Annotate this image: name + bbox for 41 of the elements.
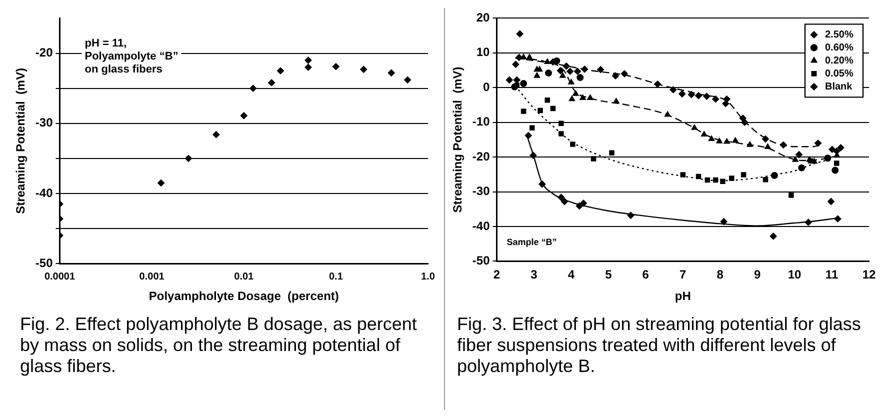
y-tick-label: -30 [472, 184, 490, 198]
text: Fig. 3. Effect of pH on streaming potential for glass fiber suspensions treated with different levels of polyampholyte B. [456, 313, 862, 377]
x-tick-label: 1.0 [421, 271, 436, 282]
text: Fig. 2. Effect polyampholyte B dosage, as percent by mass on solids, on the streaming potential of glass fibers. [19, 313, 418, 377]
y-tick-label: -10 [472, 114, 490, 129]
x-tick-label: 0.0001 [44, 271, 76, 282]
y-tick-label: -50 [472, 254, 490, 268]
y-tick-label: 10 [476, 45, 490, 60]
legend-label: Blank [825, 81, 853, 92]
y-tick-label: -40 [472, 218, 490, 233]
x-tick-label: 11 [825, 268, 838, 282]
x-tick-label: 8 [716, 268, 724, 282]
x-tick-label: 2 [493, 268, 500, 282]
y-tick-label: -50 [35, 256, 54, 270]
y-tick-label: -30 [35, 116, 54, 130]
x-tick-label: 3 [530, 268, 538, 282]
x-tick-label: 7 [680, 268, 687, 282]
x-tick-label: 0.001 [139, 271, 165, 282]
x-tick-label: 10 [788, 268, 802, 282]
x-tick-label: 6 [642, 268, 650, 282]
y-tick-label: -20 [35, 46, 54, 60]
y-tick-label: -20 [472, 149, 490, 164]
y-tick-label: 0 [483, 80, 490, 94]
y-axis-title: Streaming Potential (mV) [14, 68, 28, 214]
annotation: Sample “B” [506, 237, 557, 248]
x-tick-label: 0.01 [234, 271, 254, 282]
y-tick-label: -40 [35, 186, 54, 200]
x-tick-label: 5 [605, 268, 612, 282]
y-tick-label: 20 [476, 10, 490, 25]
legend-label: 0.60% [825, 42, 854, 54]
x-axis-title: Polyampholyte Dosage (percent) [148, 289, 339, 304]
legend-label: 2.50% [825, 29, 854, 40]
y-axis-title: Streaming Potential (mV) [450, 66, 465, 213]
x-tick-label: 0.1 [328, 271, 344, 282]
annotation: pH = 11, Polyampolyte “B” on glass fibers [84, 38, 178, 76]
x-tick-label: 9 [754, 268, 761, 282]
legend-label: 0.20% [825, 55, 854, 66]
x-tick-label: 12 [862, 268, 876, 282]
legend-label: 0.05% [825, 68, 854, 80]
x-tick-label: 4 [568, 268, 575, 282]
x-axis-title: pH [674, 289, 691, 304]
